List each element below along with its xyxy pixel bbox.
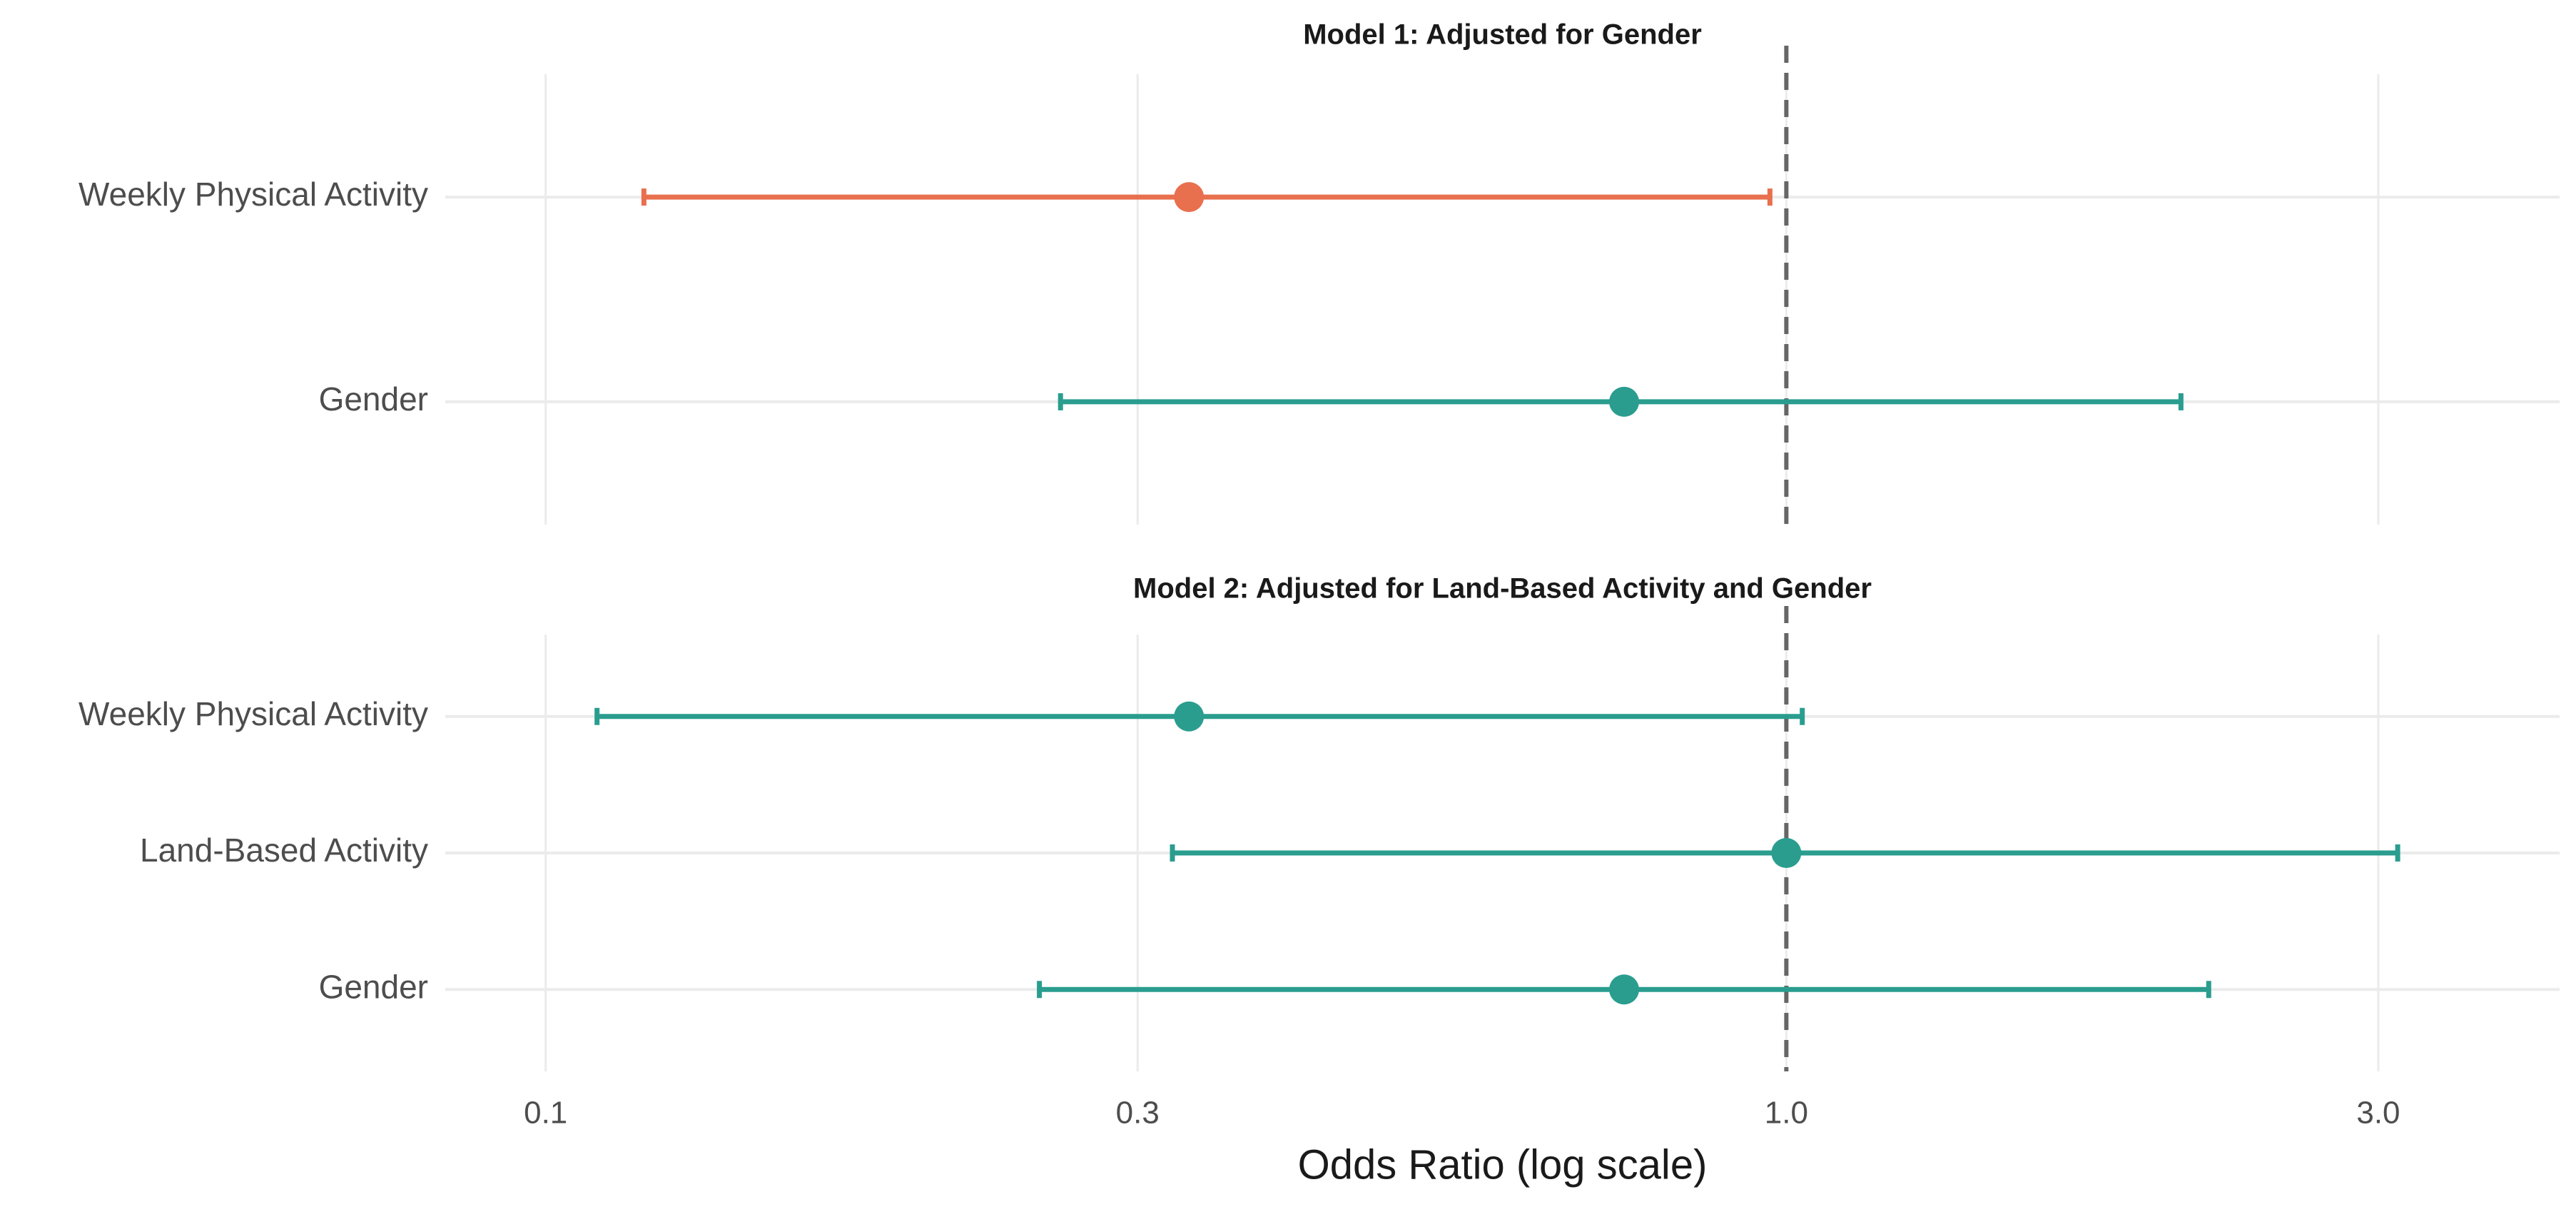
panel-title: Model 2: Adjusted for Land-Based Activit… bbox=[1133, 573, 1872, 605]
x-tick-label: 1.0 bbox=[1765, 1096, 1808, 1131]
point bbox=[1609, 974, 1640, 1005]
panel-title: Model 1: Adjusted for Gender bbox=[1303, 19, 1702, 51]
y-tick-label: Gender bbox=[319, 380, 428, 418]
point bbox=[1771, 838, 1802, 868]
y-tick-label: Weekly Physical Activity bbox=[78, 695, 428, 732]
y-tick-label: Land-Based Activity bbox=[140, 832, 428, 869]
y-tick-label: Gender bbox=[319, 968, 428, 1005]
x-tick-label: 0.1 bbox=[524, 1096, 567, 1131]
point bbox=[1174, 182, 1205, 213]
x-axis-title: Odds Ratio (log scale) bbox=[1298, 1141, 1708, 1188]
point bbox=[1174, 701, 1205, 732]
x-tick-label: 3.0 bbox=[2356, 1096, 2400, 1131]
point bbox=[1609, 386, 1640, 417]
x-tick-label: 0.3 bbox=[1116, 1096, 1160, 1131]
y-tick-label: Weekly Physical Activity bbox=[78, 176, 428, 213]
